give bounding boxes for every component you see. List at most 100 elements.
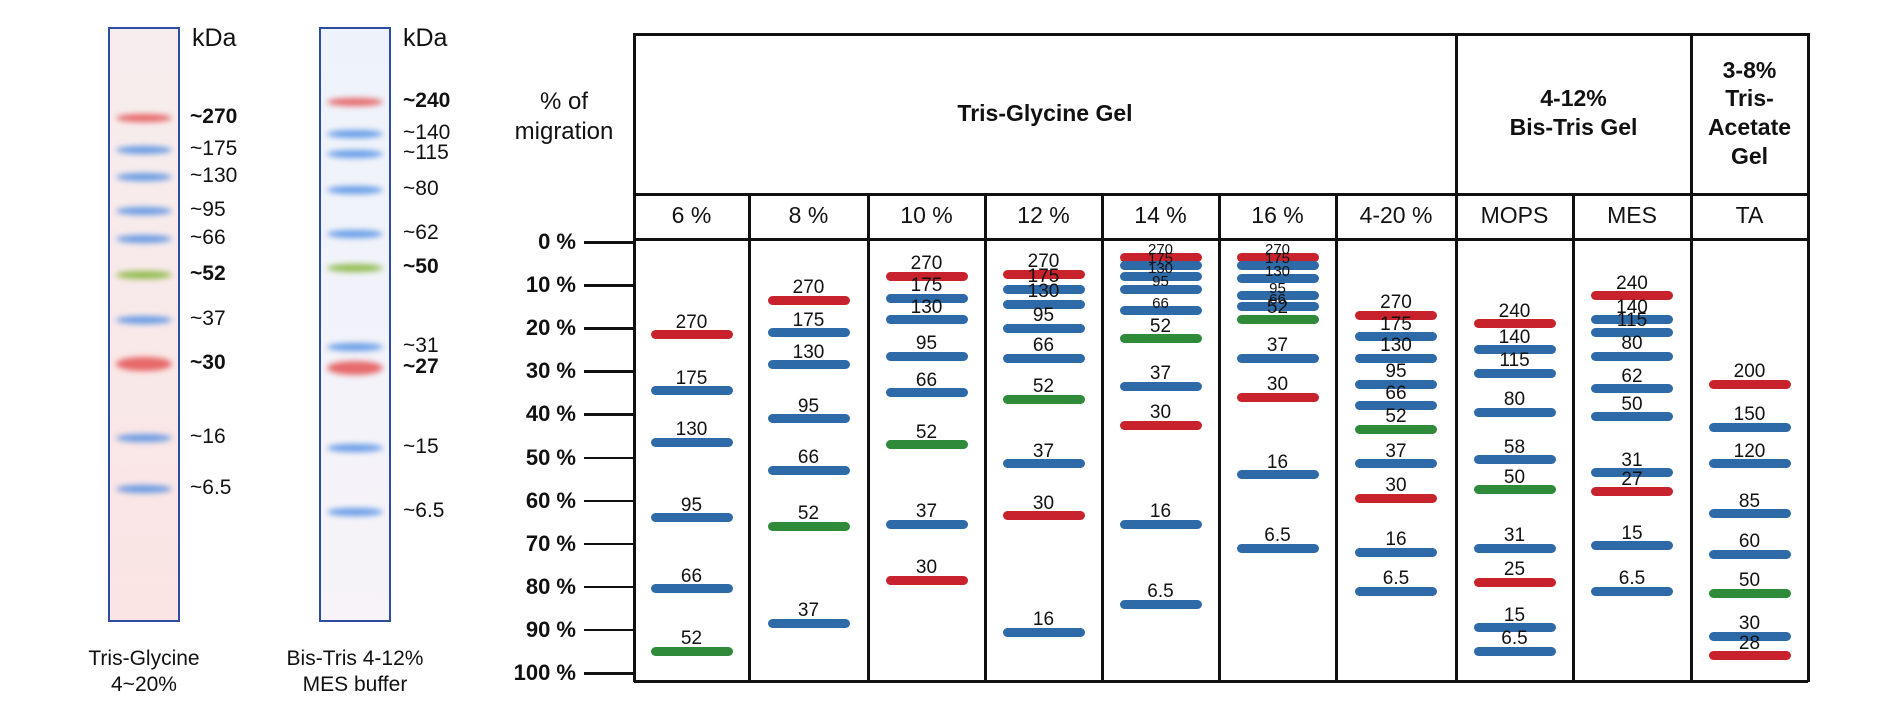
gel-band bbox=[116, 235, 172, 243]
migration-band bbox=[1119, 306, 1202, 316]
band-label: 30 bbox=[1738, 613, 1761, 635]
migration-band bbox=[1708, 422, 1791, 432]
band-label: 130 bbox=[792, 341, 825, 363]
band-label: 52 bbox=[680, 628, 703, 650]
gel-band bbox=[327, 444, 383, 452]
gel-band bbox=[116, 357, 172, 371]
band-label: 80 bbox=[1503, 389, 1526, 411]
marker-label: ~30 bbox=[190, 351, 226, 374]
band-label: 6.5 bbox=[1618, 568, 1646, 590]
column-header: MES bbox=[1607, 202, 1657, 228]
migration-band bbox=[885, 388, 968, 398]
band-label: 115 bbox=[1499, 350, 1530, 372]
band-label: 50 bbox=[1503, 466, 1526, 488]
band-label: 66 bbox=[1385, 382, 1407, 404]
marker-label: ~50 bbox=[403, 255, 439, 278]
y-tick-label: 60 % bbox=[525, 487, 576, 513]
band-label: 31 bbox=[1621, 449, 1643, 471]
gel-band bbox=[327, 508, 383, 516]
marker-label: ~16 bbox=[190, 425, 226, 448]
band-label: 175 bbox=[792, 309, 825, 331]
migration-band bbox=[1119, 519, 1202, 529]
marker-label: ~6.5 bbox=[403, 499, 445, 522]
marker-label: ~175 bbox=[190, 137, 238, 160]
migration-band bbox=[1355, 493, 1437, 503]
group-header-line: Tris-Glycine Gel bbox=[957, 99, 1133, 126]
band-label: 37 bbox=[915, 501, 938, 523]
group-header: Tris-Glycine Gel bbox=[634, 33, 1456, 193]
y-tick-label: 0 % bbox=[538, 229, 576, 254]
gel-band bbox=[327, 186, 383, 194]
marker-label: ~62 bbox=[403, 221, 439, 244]
migration-band bbox=[1236, 261, 1319, 271]
column-header: 10 % bbox=[900, 202, 953, 228]
migration-band bbox=[1591, 328, 1673, 337]
band-label: 52 bbox=[1032, 376, 1055, 398]
migration-band bbox=[1236, 302, 1319, 312]
column-border bbox=[748, 193, 751, 682]
band-label: 130 bbox=[1147, 260, 1174, 278]
y-tick bbox=[584, 370, 634, 373]
gel-band bbox=[116, 207, 172, 215]
band-label: 52 bbox=[797, 503, 820, 525]
band-label: 115 bbox=[1616, 309, 1648, 331]
migration-band bbox=[1236, 470, 1319, 480]
migration-band bbox=[885, 519, 968, 529]
gel-band bbox=[116, 485, 172, 493]
band-label: 95 bbox=[915, 333, 938, 355]
group-header-line: 3-8% bbox=[1722, 56, 1777, 83]
migration-band bbox=[650, 386, 733, 396]
migration-band bbox=[1119, 252, 1202, 262]
y-tick-label: 40 % bbox=[525, 401, 576, 427]
migration-band bbox=[1119, 381, 1202, 391]
band-label: 130 bbox=[1027, 281, 1060, 303]
migration-band bbox=[1591, 586, 1673, 596]
marker-label: ~80 bbox=[403, 177, 439, 200]
y-tick-label: 70 % bbox=[525, 530, 576, 556]
migration-band bbox=[767, 618, 850, 628]
band-label: 28 bbox=[1738, 632, 1761, 654]
gel-image bbox=[108, 27, 180, 622]
band-label: 30 bbox=[1266, 374, 1289, 396]
migration-band bbox=[1236, 252, 1319, 262]
group-header-line: Tris- bbox=[1725, 85, 1774, 112]
migration-band bbox=[1591, 384, 1673, 394]
migration-band bbox=[1355, 459, 1437, 469]
migration-band bbox=[1119, 599, 1202, 609]
y-tick bbox=[584, 672, 634, 675]
gel-caption-line: 4~20% bbox=[111, 673, 177, 697]
migration-band bbox=[1002, 299, 1085, 309]
column-border bbox=[1572, 193, 1575, 682]
migration-band bbox=[1119, 334, 1202, 344]
y-tick bbox=[584, 456, 634, 459]
migration-band bbox=[1002, 511, 1085, 521]
gel-band bbox=[327, 98, 383, 106]
gel-band bbox=[327, 130, 383, 138]
migration-band bbox=[1236, 274, 1319, 284]
migration-band bbox=[1708, 509, 1791, 519]
band-label: 270 bbox=[1380, 292, 1412, 314]
migration-band bbox=[767, 414, 850, 424]
migration-band bbox=[1355, 424, 1437, 434]
migration-band bbox=[1591, 412, 1673, 422]
group-border bbox=[1690, 33, 1693, 682]
migration-band bbox=[885, 351, 968, 361]
migration-band bbox=[1473, 543, 1556, 553]
migration-band bbox=[1591, 541, 1673, 551]
migration-band bbox=[1119, 271, 1202, 281]
band-label: 130 bbox=[910, 296, 943, 318]
band-label: 85 bbox=[1738, 490, 1761, 512]
marker-label: ~31 bbox=[403, 334, 439, 357]
migration-band bbox=[1355, 586, 1437, 596]
group-header: 3-8% Tris- Acetate Gel bbox=[1691, 33, 1808, 193]
band-label: 200 bbox=[1733, 361, 1766, 383]
migration-band bbox=[1473, 455, 1556, 465]
band-label: 120 bbox=[1733, 440, 1766, 462]
band-label: 175 bbox=[1264, 249, 1291, 267]
y-tick bbox=[584, 499, 634, 503]
migration-band bbox=[1002, 353, 1085, 363]
y-tick-label: 10 % bbox=[525, 272, 576, 298]
y-tick-label: 20 % bbox=[525, 315, 576, 341]
gel-band bbox=[116, 434, 172, 442]
band-label: 16 bbox=[1032, 609, 1055, 631]
